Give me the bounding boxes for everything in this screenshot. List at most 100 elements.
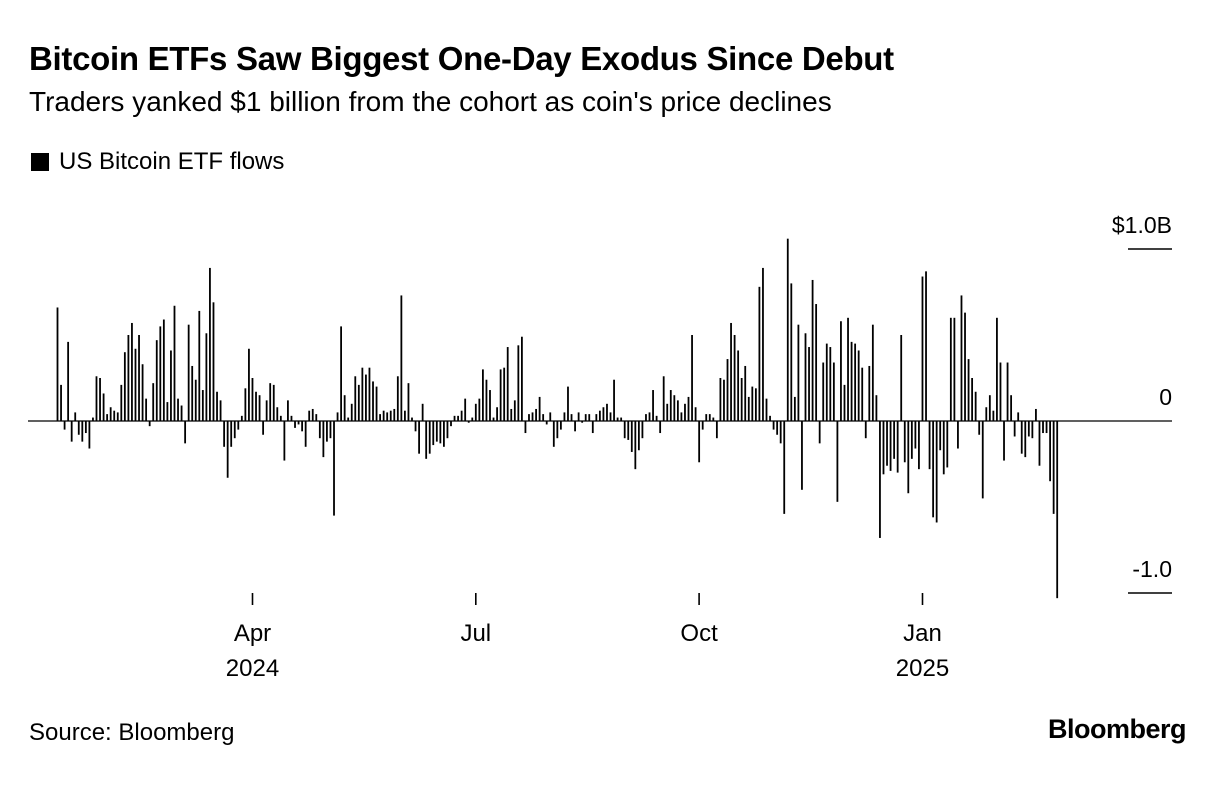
flow-bar bbox=[297, 421, 300, 425]
flow-bar bbox=[1020, 421, 1023, 454]
flow-bar bbox=[864, 421, 867, 439]
flow-bar bbox=[591, 421, 594, 434]
flow-bar bbox=[230, 421, 233, 447]
source-note: Source: Bloomberg bbox=[29, 719, 235, 746]
flow-bar bbox=[496, 407, 498, 421]
flow-bar bbox=[421, 403, 424, 421]
flow-bar bbox=[170, 350, 172, 421]
flow-bar bbox=[584, 414, 587, 421]
flow-bar bbox=[148, 421, 151, 427]
flow-bar bbox=[464, 398, 467, 421]
flow-bar bbox=[294, 421, 296, 428]
flow-bar bbox=[570, 414, 573, 421]
flow-bar bbox=[691, 335, 693, 421]
flow-bar bbox=[116, 412, 119, 421]
flow-bar bbox=[201, 390, 204, 421]
flow-bar bbox=[393, 408, 396, 421]
flow-bar bbox=[783, 421, 786, 514]
x-tick-year-label: 2025 bbox=[896, 655, 949, 682]
flow-bar bbox=[524, 421, 527, 434]
flow-bar bbox=[141, 364, 144, 421]
flow-bar bbox=[726, 359, 729, 421]
flow-bar bbox=[77, 421, 80, 435]
flow-bar bbox=[1017, 412, 1020, 421]
flow-bar bbox=[687, 396, 690, 421]
flow-bar bbox=[255, 391, 257, 421]
flow-bar bbox=[365, 374, 367, 421]
flow-bar bbox=[825, 343, 828, 421]
bloomberg-logo: Bloomberg bbox=[1047, 714, 1187, 744]
flow-bar bbox=[648, 412, 651, 421]
flow-bar bbox=[198, 310, 201, 421]
flow-bar bbox=[272, 384, 275, 421]
flow-bar bbox=[184, 421, 187, 444]
flow-bar bbox=[928, 421, 931, 470]
flow-bar bbox=[559, 421, 562, 430]
flow-bar bbox=[326, 421, 328, 442]
flow-bar bbox=[733, 335, 736, 421]
flow-bar bbox=[166, 402, 169, 421]
flow-bar bbox=[740, 378, 743, 421]
flow-bar bbox=[411, 417, 413, 421]
flow-bar bbox=[535, 408, 537, 421]
flow-bar bbox=[616, 417, 619, 421]
flow-bar bbox=[765, 398, 768, 421]
flow-bar bbox=[109, 407, 112, 421]
flow-bar bbox=[946, 421, 949, 468]
flow-bar bbox=[506, 347, 509, 421]
flow-bar bbox=[769, 415, 771, 421]
flow-bar bbox=[1035, 408, 1037, 421]
flow-bar bbox=[868, 365, 871, 421]
x-tick-month-label: Oct bbox=[680, 620, 718, 647]
flow-bar bbox=[942, 421, 945, 475]
flow-bar bbox=[772, 421, 775, 430]
flow-bar bbox=[457, 415, 459, 421]
flow-bar bbox=[910, 421, 913, 459]
flow-bar bbox=[1006, 362, 1009, 421]
flow-bar bbox=[482, 369, 484, 421]
flow-bar bbox=[857, 350, 860, 421]
flow-bar bbox=[528, 414, 530, 421]
flow-bar bbox=[669, 390, 672, 421]
flow-bar bbox=[1045, 421, 1048, 434]
flow-bar bbox=[563, 412, 566, 421]
flow-bar bbox=[191, 365, 194, 421]
flow-bar bbox=[396, 376, 399, 421]
flow-bar bbox=[311, 408, 314, 421]
flow-bar bbox=[276, 407, 279, 421]
flow-bar bbox=[574, 421, 576, 432]
flow-bar bbox=[432, 421, 435, 446]
flow-bar bbox=[627, 421, 630, 440]
flow-bar bbox=[921, 276, 924, 421]
flow-bar bbox=[84, 421, 87, 434]
flow-bar bbox=[155, 340, 158, 421]
flow-bar bbox=[886, 421, 888, 466]
flow-bar bbox=[701, 421, 704, 430]
flow-bar bbox=[730, 322, 732, 421]
flow-bar bbox=[131, 322, 133, 421]
flow-bar bbox=[205, 333, 208, 421]
flow-bar bbox=[379, 414, 381, 421]
flow-bar bbox=[301, 421, 304, 432]
flow-bar bbox=[556, 421, 559, 439]
flow-bar bbox=[63, 421, 66, 430]
flow-bar bbox=[347, 417, 350, 421]
flow-bar bbox=[939, 421, 942, 451]
flow-bar bbox=[248, 348, 250, 421]
flow-bar bbox=[949, 317, 952, 421]
flow-bar bbox=[925, 271, 927, 421]
x-tick-month-label: Apr bbox=[234, 620, 271, 647]
flow-bar bbox=[776, 421, 779, 435]
flow-bar bbox=[811, 279, 814, 421]
flow-bar bbox=[414, 421, 417, 432]
flow-bar bbox=[790, 283, 793, 421]
flow-bar bbox=[407, 383, 410, 421]
flow-bar bbox=[1042, 421, 1044, 434]
flow-bar bbox=[389, 410, 392, 421]
flow-bar bbox=[854, 343, 857, 421]
flow-bar bbox=[471, 417, 474, 421]
flow-bar bbox=[460, 410, 463, 421]
flow-bar bbox=[737, 350, 740, 421]
flow-bar bbox=[503, 367, 506, 421]
flow-bar bbox=[418, 421, 420, 454]
